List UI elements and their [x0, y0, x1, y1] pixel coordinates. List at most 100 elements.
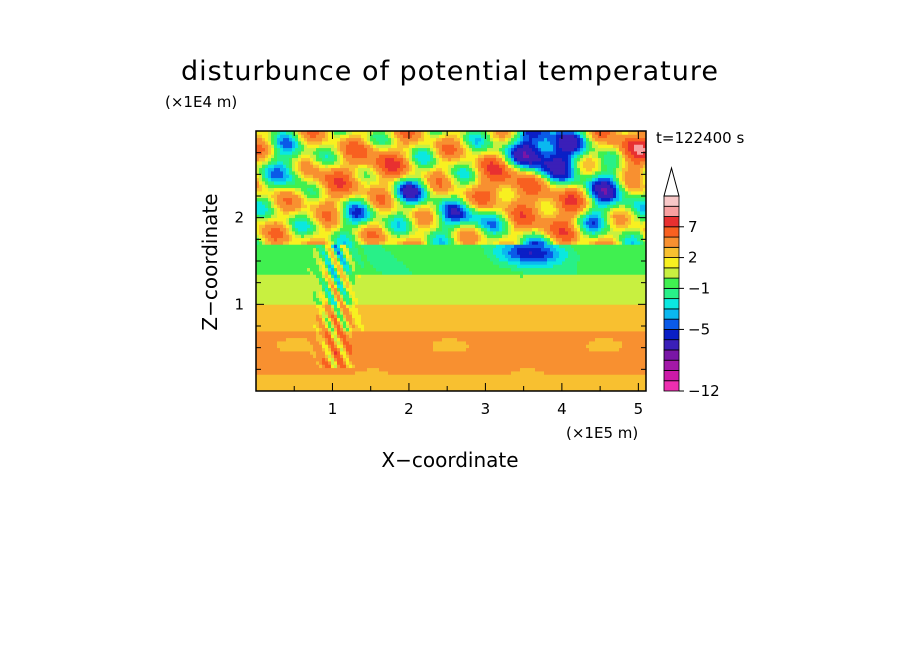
- field-cell: [319, 361, 323, 365]
- field-cell: [331, 314, 335, 319]
- field-cell: [271, 324, 275, 329]
- field-cell: [376, 201, 380, 205]
- field-cell: [331, 194, 335, 199]
- field-cell: [352, 151, 356, 155]
- field-cell: [310, 167, 314, 172]
- field-cell: [280, 257, 284, 262]
- field-cell: [316, 281, 320, 285]
- field-cell: [373, 314, 377, 319]
- field-cell: [337, 191, 341, 195]
- field-cell: [304, 177, 308, 182]
- field-cell: [262, 281, 266, 285]
- field-cell: [343, 251, 347, 255]
- field-cell: [334, 254, 338, 259]
- field-cell: [442, 241, 446, 245]
- field-cell: [358, 214, 362, 219]
- field-cell: [397, 194, 401, 199]
- field-cell: [433, 214, 437, 219]
- field-cell: [313, 237, 317, 242]
- field-cell: [382, 291, 386, 295]
- field-cell: [295, 264, 299, 269]
- field-cell: [388, 351, 392, 355]
- field-cell: [409, 297, 413, 302]
- field-cell: [430, 227, 434, 232]
- field-cell: [358, 337, 362, 342]
- field-cell: [355, 354, 359, 359]
- field-cell: [292, 237, 296, 242]
- field-cell: [343, 314, 347, 319]
- field-cell: [364, 241, 368, 245]
- field-cell: [436, 374, 440, 379]
- field-cell: [442, 134, 446, 139]
- field-cell: [421, 367, 425, 372]
- field-cell: [409, 147, 413, 152]
- field-cell: [256, 157, 260, 162]
- field-cell: [433, 137, 437, 142]
- field-cell: [385, 171, 389, 175]
- field-cell: [367, 137, 371, 142]
- field-cell: [274, 207, 278, 212]
- field-cell: [418, 344, 422, 349]
- field-cell: [385, 191, 389, 195]
- field-cell: [361, 341, 365, 345]
- field-cell: [313, 227, 317, 232]
- field-cell: [421, 171, 425, 175]
- field-cell: [343, 301, 347, 305]
- field-cell: [295, 267, 299, 272]
- field-cell: [292, 191, 296, 195]
- field-cell: [277, 174, 281, 179]
- field-cell: [316, 337, 320, 342]
- field-cell: [418, 234, 422, 239]
- field-cell: [331, 257, 335, 262]
- field-cell: [334, 241, 338, 245]
- field-cell: [355, 144, 359, 149]
- field-cell: [409, 141, 413, 145]
- field-cell: [334, 227, 338, 232]
- field-cell: [436, 214, 440, 219]
- field-cell: [376, 251, 380, 255]
- field-cell: [289, 387, 293, 392]
- field-cell: [259, 344, 263, 349]
- field-cell: [394, 274, 398, 279]
- field-cell: [310, 364, 314, 369]
- field-cell: [322, 144, 326, 149]
- field-cell: [322, 161, 326, 165]
- field-cell: [421, 251, 425, 255]
- field-cell: [382, 347, 386, 352]
- field-cell: [298, 367, 302, 372]
- field-cell: [349, 371, 353, 375]
- field-cell: [349, 171, 353, 175]
- field-cell: [385, 167, 389, 172]
- field-cell: [301, 221, 305, 225]
- field-cell: [400, 307, 404, 312]
- field-cell: [442, 207, 446, 212]
- field-cell: [385, 217, 389, 222]
- field-cell: [367, 254, 371, 259]
- field-cell: [298, 371, 302, 375]
- field-cell: [364, 234, 368, 239]
- field-cell: [349, 281, 353, 285]
- field-cell: [403, 164, 407, 169]
- field-cell: [277, 251, 281, 255]
- field-cell: [328, 211, 332, 215]
- field-cell: [307, 201, 311, 205]
- field-cell: [412, 347, 416, 352]
- field-cell: [313, 354, 317, 359]
- field-cell: [256, 327, 260, 332]
- field-cell: [433, 264, 437, 269]
- field-cell: [400, 374, 404, 379]
- field-cell: [343, 284, 347, 289]
- field-cell: [379, 144, 383, 149]
- field-cell: [400, 384, 404, 389]
- field-cell: [265, 387, 269, 392]
- field-cell: [274, 231, 278, 235]
- field-cell: [298, 257, 302, 262]
- field-cell: [370, 164, 374, 169]
- field-cell: [442, 281, 446, 285]
- field-cell: [274, 224, 278, 229]
- field-cell: [271, 144, 275, 149]
- field-cell: [409, 241, 413, 245]
- field-cell: [358, 367, 362, 372]
- field-cell: [292, 177, 296, 182]
- field-cell: [256, 361, 260, 365]
